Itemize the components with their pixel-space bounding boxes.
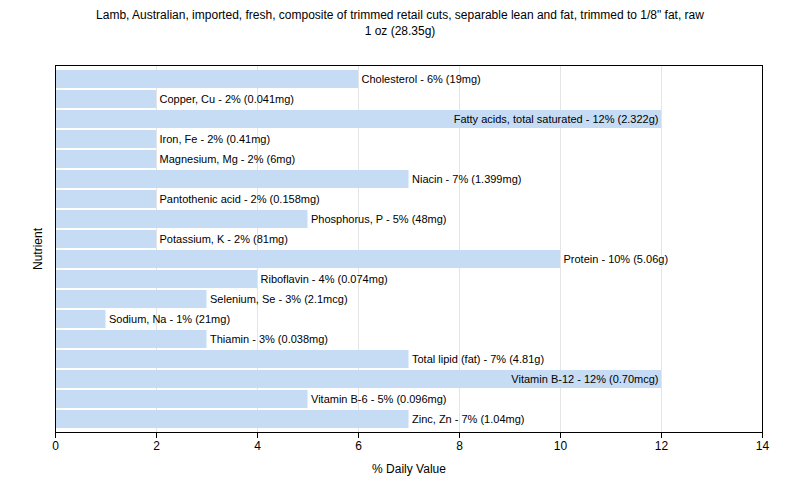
svg-text:10: 10 [554,439,568,453]
svg-text:6: 6 [355,439,362,453]
svg-text:Pantothenic acid - 2% (0.158mg: Pantothenic acid - 2% (0.158mg) [160,193,320,205]
svg-text:Magnesium, Mg - 2% (6mg): Magnesium, Mg - 2% (6mg) [160,153,296,165]
svg-text:2: 2 [153,439,160,453]
svg-text:Protein - 10% (5.06g): Protein - 10% (5.06g) [564,253,669,265]
svg-text:Selenium, Se - 3% (2.1mcg): Selenium, Se - 3% (2.1mcg) [210,293,348,305]
html-text:1 oz (28.35g): 1 oz (28.35g) [364,24,436,38]
svg-text:8: 8 [456,439,463,453]
svg-text:Zinc, Zn - 7% (1.04mg): Zinc, Zn - 7% (1.04mg) [412,413,524,425]
svg-text:4: 4 [254,439,261,453]
svg-text:0: 0 [52,439,59,453]
svg-text:Thiamin - 3% (0.038mg): Thiamin - 3% (0.038mg) [210,333,328,345]
svg-text:Phosphorus, P - 5% (48mg): Phosphorus, P - 5% (48mg) [311,213,447,225]
svg-text:Copper, Cu - 2% (0.041mg): Copper, Cu - 2% (0.041mg) [160,93,295,105]
svg-text:12: 12 [655,439,669,453]
svg-text:14: 14 [756,439,770,453]
svg-text:Iron, Fe - 2% (0.41mg): Iron, Fe - 2% (0.41mg) [160,133,271,145]
svg-text:Potassium, K - 2% (81mg): Potassium, K - 2% (81mg) [160,233,288,245]
svg-text:Nutrient: Nutrient [31,227,45,270]
svg-text:Vitamin B-12 - 12% (0.70mcg): Vitamin B-12 - 12% (0.70mcg) [511,373,658,385]
svg-text:% Daily Value: % Daily Value [372,462,446,476]
svg-text:Cholesterol - 6% (19mg): Cholesterol - 6% (19mg) [362,73,481,85]
svg-text:Sodium, Na - 1% (21mg): Sodium, Na - 1% (21mg) [109,313,230,325]
svg-text:Total lipid (fat) - 7% (4.81g): Total lipid (fat) - 7% (4.81g) [412,353,544,365]
html-text:Lamb, Australian, imported, fr: Lamb, Australian, imported, fresh, compo… [96,8,704,22]
svg-text:Vitamin B-6 - 5% (0.096mg): Vitamin B-6 - 5% (0.096mg) [311,393,447,405]
svg-text:Fatty acids, total saturated -: Fatty acids, total saturated - 12% (2.32… [454,113,659,125]
svg-text:Riboflavin - 4% (0.074mg): Riboflavin - 4% (0.074mg) [261,273,388,285]
svg-text:Niacin - 7% (1.399mg): Niacin - 7% (1.399mg) [412,173,521,185]
